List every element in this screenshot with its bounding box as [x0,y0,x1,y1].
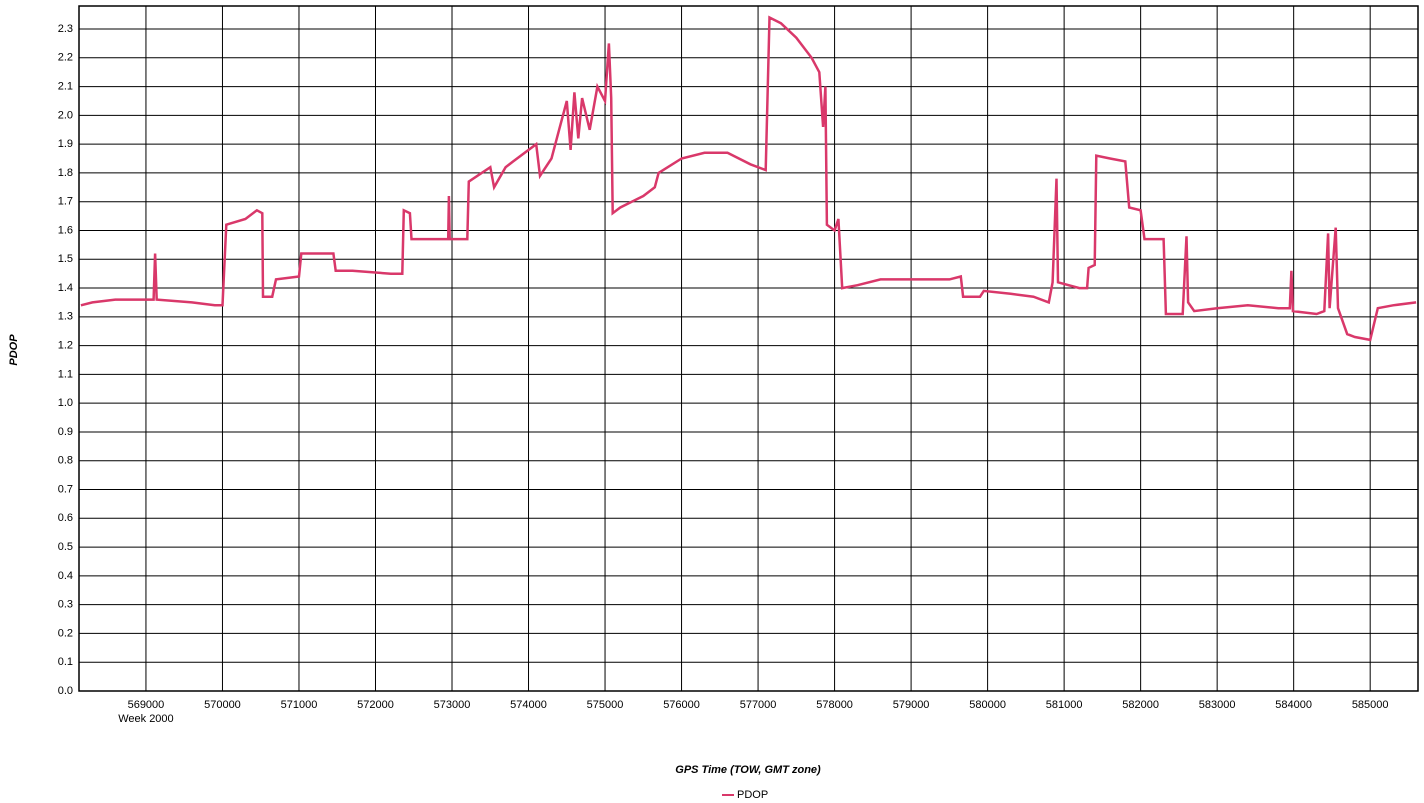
y-tick-label: 1.4 [58,282,73,294]
y-tick-label: 2.3 [58,23,73,35]
x-tick-label: 574000 [510,699,547,711]
x-tick-label: 575000 [587,699,624,711]
x-tick-label: 576000 [663,699,700,711]
y-tick-label: 1.6 [58,224,73,236]
y-tick-label: 1.3 [58,311,73,323]
x-tick-label: 569000 [128,699,165,711]
x-tick-label: 584000 [1275,699,1312,711]
plot-frame [78,5,1419,692]
y-tick-label: 1.1 [58,368,73,380]
y-tick-label: 0.0 [58,685,73,697]
x-tick-label: 585000 [1352,699,1389,711]
x-tick-label: 578000 [816,699,853,711]
y-tick-label: 0.5 [58,541,73,553]
y-tick-label: 1.0 [58,397,73,409]
x-tick-label: 572000 [357,699,394,711]
y-tick-label: 0.2 [58,627,73,639]
y-tick-label: 2.2 [58,52,73,64]
y-tick-label: 1.7 [58,196,73,208]
y-tick-label: 0.4 [58,570,73,582]
y-axis-label: PDOP [8,334,20,366]
y-tick-label: 0.1 [58,656,73,668]
y-tick-label: 0.3 [58,599,73,611]
x-tick-label: 583000 [1199,699,1236,711]
x-tick-label: 571000 [281,699,318,711]
x-axis-label: GPS Time (TOW, GMT zone) [675,764,821,776]
y-tick-label: 2.0 [58,109,73,121]
data-line [80,15,1417,342]
x-tick-label: 579000 [893,699,930,711]
x-tick-label: 570000 [204,699,241,711]
y-tick-label: 0.9 [58,426,73,438]
y-tick-label: 0.7 [58,483,73,495]
x-tick-label: 580000 [969,699,1006,711]
y-tick-label: 1.8 [58,167,73,179]
y-tick-label: 1.9 [58,138,73,150]
y-tick-label: 2.1 [58,80,73,92]
legend-label: PDOP [737,789,768,801]
x-tick-label: 577000 [740,699,777,711]
x-tick-label: 582000 [1122,699,1159,711]
y-tick-label: 0.6 [58,512,73,524]
y-tick-label: 1.2 [58,340,73,352]
annotation: Week 2000 [118,713,173,725]
x-tick-label: 581000 [1046,699,1083,711]
y-tick-label: 0.8 [58,455,73,467]
y-tick-label: 1.5 [58,253,73,265]
x-tick-label: 573000 [434,699,471,711]
